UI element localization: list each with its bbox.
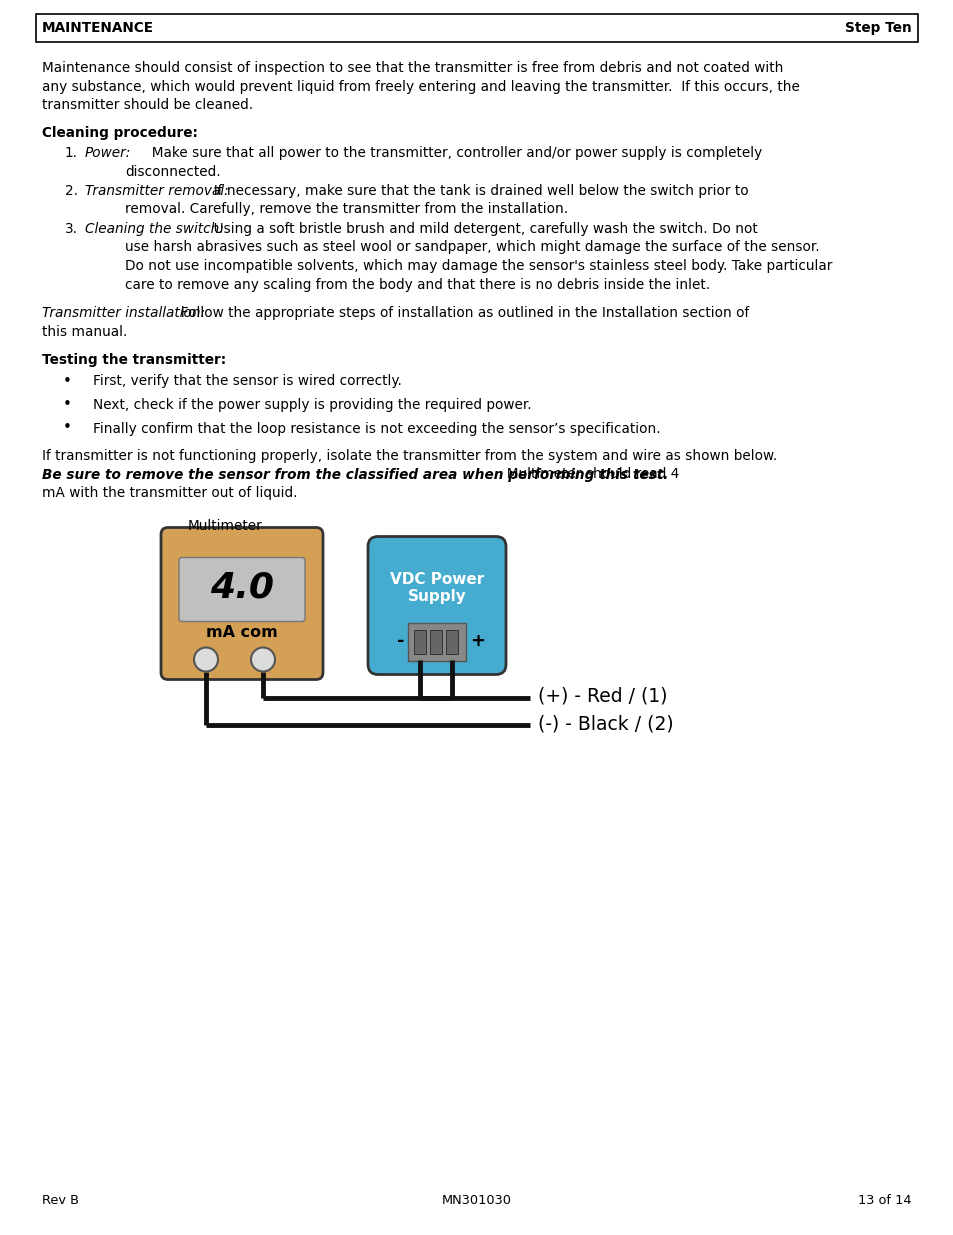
Circle shape (251, 647, 274, 672)
Text: MN301030: MN301030 (441, 1194, 512, 1207)
Text: 1.: 1. (65, 146, 78, 161)
FancyBboxPatch shape (368, 536, 505, 674)
Text: Make sure that all power to the transmitter, controller and/or power supply is c: Make sure that all power to the transmit… (143, 146, 761, 161)
Text: MAINTENANCE: MAINTENANCE (42, 21, 153, 35)
Text: If transmitter is not functioning properly, isolate the transmitter from the sys: If transmitter is not functioning proper… (42, 450, 777, 463)
Text: •: • (63, 420, 71, 436)
Bar (446, 630, 457, 653)
Bar (414, 630, 426, 653)
Text: Transmitter removal:: Transmitter removal: (85, 184, 229, 198)
Text: -: - (397, 631, 405, 650)
Text: Multimeter should read 4: Multimeter should read 4 (497, 468, 679, 482)
Text: Transmitter installation:: Transmitter installation: (42, 306, 205, 320)
Bar (430, 630, 441, 653)
Text: any substance, which would prevent liquid from freely entering and leaving the t: any substance, which would prevent liqui… (42, 79, 799, 94)
Text: 2.: 2. (65, 184, 78, 198)
Text: Rev B: Rev B (42, 1194, 79, 1207)
FancyBboxPatch shape (36, 14, 917, 42)
Text: Follow the appropriate steps of installation as outlined in the Installation sec: Follow the appropriate steps of installa… (172, 306, 748, 320)
Text: Next, check if the power supply is providing the required power.: Next, check if the power supply is provi… (92, 398, 531, 412)
Text: care to remove any scaling from the body and that there is no debris inside the : care to remove any scaling from the body… (125, 278, 709, 291)
FancyBboxPatch shape (179, 557, 305, 621)
Text: (+) - Red / (1): (+) - Red / (1) (537, 687, 667, 706)
FancyBboxPatch shape (161, 527, 323, 679)
Text: Be sure to remove the sensor from the classified area when performing this test.: Be sure to remove the sensor from the cl… (42, 468, 668, 482)
Text: +: + (470, 631, 484, 650)
Text: Multimeter: Multimeter (188, 519, 262, 532)
Text: First, verify that the sensor is wired correctly.: First, verify that the sensor is wired c… (92, 374, 401, 389)
Text: transmitter should be cleaned.: transmitter should be cleaned. (42, 98, 253, 112)
Text: this manual.: this manual. (42, 325, 128, 338)
Text: removal. Carefully, remove the transmitter from the installation.: removal. Carefully, remove the transmitt… (125, 203, 568, 216)
Text: disconnected.: disconnected. (125, 164, 220, 179)
Text: Step Ten: Step Ten (844, 21, 911, 35)
Text: 13 of 14: 13 of 14 (858, 1194, 911, 1207)
Text: VDC Power
Supply: VDC Power Supply (390, 572, 483, 604)
Text: Using a soft bristle brush and mild detergent, carefully wash the switch. Do not: Using a soft bristle brush and mild dete… (205, 222, 757, 236)
Text: Finally confirm that the loop resistance is not exceeding the sensor’s specifica: Finally confirm that the loop resistance… (92, 421, 659, 436)
Text: If necessary, make sure that the tank is drained well below the switch prior to: If necessary, make sure that the tank is… (205, 184, 748, 198)
Text: Do not use incompatible solvents, which may damage the sensor's stainless steel : Do not use incompatible solvents, which … (125, 259, 832, 273)
Text: •: • (63, 373, 71, 389)
Text: (-) - Black / (2): (-) - Black / (2) (537, 714, 673, 734)
Text: Cleaning the switch:: Cleaning the switch: (85, 222, 224, 236)
Text: mA com: mA com (206, 625, 277, 640)
Text: Maintenance should consist of inspection to see that the transmitter is free fro: Maintenance should consist of inspection… (42, 61, 782, 75)
FancyBboxPatch shape (408, 622, 465, 661)
Text: •: • (63, 396, 71, 412)
Text: Cleaning procedure:: Cleaning procedure: (42, 126, 197, 141)
Text: 3.: 3. (65, 222, 78, 236)
Text: use harsh abrasives such as steel wool or sandpaper, which might damage the surf: use harsh abrasives such as steel wool o… (125, 241, 819, 254)
Text: mA with the transmitter out of liquid.: mA with the transmitter out of liquid. (42, 487, 297, 500)
Text: 4.0: 4.0 (210, 571, 274, 604)
Text: Testing the transmitter:: Testing the transmitter: (42, 353, 226, 367)
Circle shape (193, 647, 218, 672)
Text: Power:: Power: (85, 146, 132, 161)
